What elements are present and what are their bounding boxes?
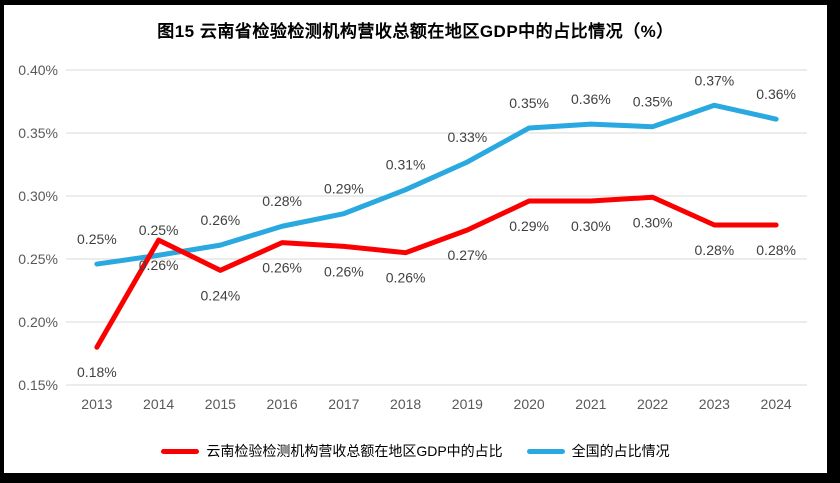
data-label: 0.27% [448,247,488,263]
data-label: 0.33% [448,129,488,145]
chart-legend: 云南检验检测机构营收总额在地区GDP中的占比 全国的占比情况 [4,441,827,461]
series-line-national [94,102,779,267]
data-label: 0.26% [262,260,302,276]
series-line-yunnan [94,194,779,350]
data-label: 0.28% [262,193,302,209]
plot-area: 0.15% 0.20% 0.25% 0.30% 0.35% 0.40% 2013 2014 20… [18,62,807,412]
data-label: 0.29% [324,181,364,197]
x-axis-tick-label: 2019 [452,396,483,412]
x-axis-tick-label: 2024 [761,396,792,412]
data-label: 0.36% [756,86,796,102]
x-axis-tick-label: 2023 [699,396,730,412]
x-axis-tick-label: 2020 [514,396,545,412]
x-axis-tick-label: 2013 [81,396,112,412]
data-label: 0.26% [324,263,364,279]
data-label: 0.28% [695,242,735,258]
y-axis-tick-label: 0.15% [18,377,58,393]
data-label: 0.24% [201,287,241,303]
data-label: 0.37% [695,72,735,88]
data-label: 0.26% [386,270,426,286]
legend-item-yunnan: 云南检验检测机构营收总额在地区GDP中的占比 [161,441,503,461]
x-axis-tick-label: 2016 [267,396,298,412]
legend-item-national: 全国的占比情况 [526,441,670,461]
data-label: 0.35% [633,94,673,110]
data-label: 0.35% [509,95,549,111]
data-label: 0.31% [386,157,426,173]
x-axis-tick-label: 2022 [637,396,668,412]
data-label: 0.30% [633,214,673,230]
data-label: 0.25% [77,231,117,247]
data-label: 0.30% [571,218,611,234]
blue-line-swatch-icon [526,448,565,454]
y-axis-tick-label: 0.25% [18,251,58,267]
x-axis-tick-label: 2018 [390,396,421,412]
red-line-swatch-icon [161,448,200,454]
y-axis-tick-label: 0.20% [18,314,58,330]
data-label: 0.29% [509,218,549,234]
x-axis-tick-label: 2014 [143,396,174,412]
data-label: 0.18% [77,364,117,380]
data-label: 0.25% [139,222,179,238]
chart-title: 图15 云南省检验检测机构营收总额在地区GDP中的占比情况（%） [157,22,674,41]
y-axis-tick-label: 0.40% [18,62,58,78]
x-axis-tick-label: 2017 [328,396,359,412]
data-label: 0.26% [139,257,179,273]
data-label: 0.28% [756,242,796,258]
y-axis-tick-label: 0.35% [18,125,58,141]
data-label: 0.26% [201,212,241,228]
y-axis-tick-label: 0.30% [18,188,58,204]
data-label: 0.36% [571,91,611,107]
x-axis-tick-label: 2021 [575,396,606,412]
legend-label-yunnan: 云南检验检测机构营收总额在地区GDP中的占比 [206,443,503,459]
x-axis-tick-label: 2015 [205,396,236,412]
legend-label-national: 全国的占比情况 [571,443,670,459]
